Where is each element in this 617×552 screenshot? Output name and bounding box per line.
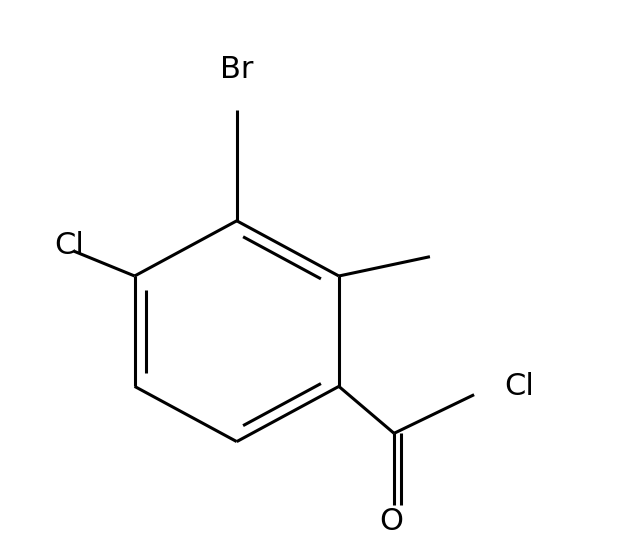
Text: Br: Br — [220, 55, 254, 83]
Text: O: O — [379, 507, 404, 536]
Text: Cl: Cl — [505, 372, 534, 401]
Text: Cl: Cl — [54, 231, 85, 260]
